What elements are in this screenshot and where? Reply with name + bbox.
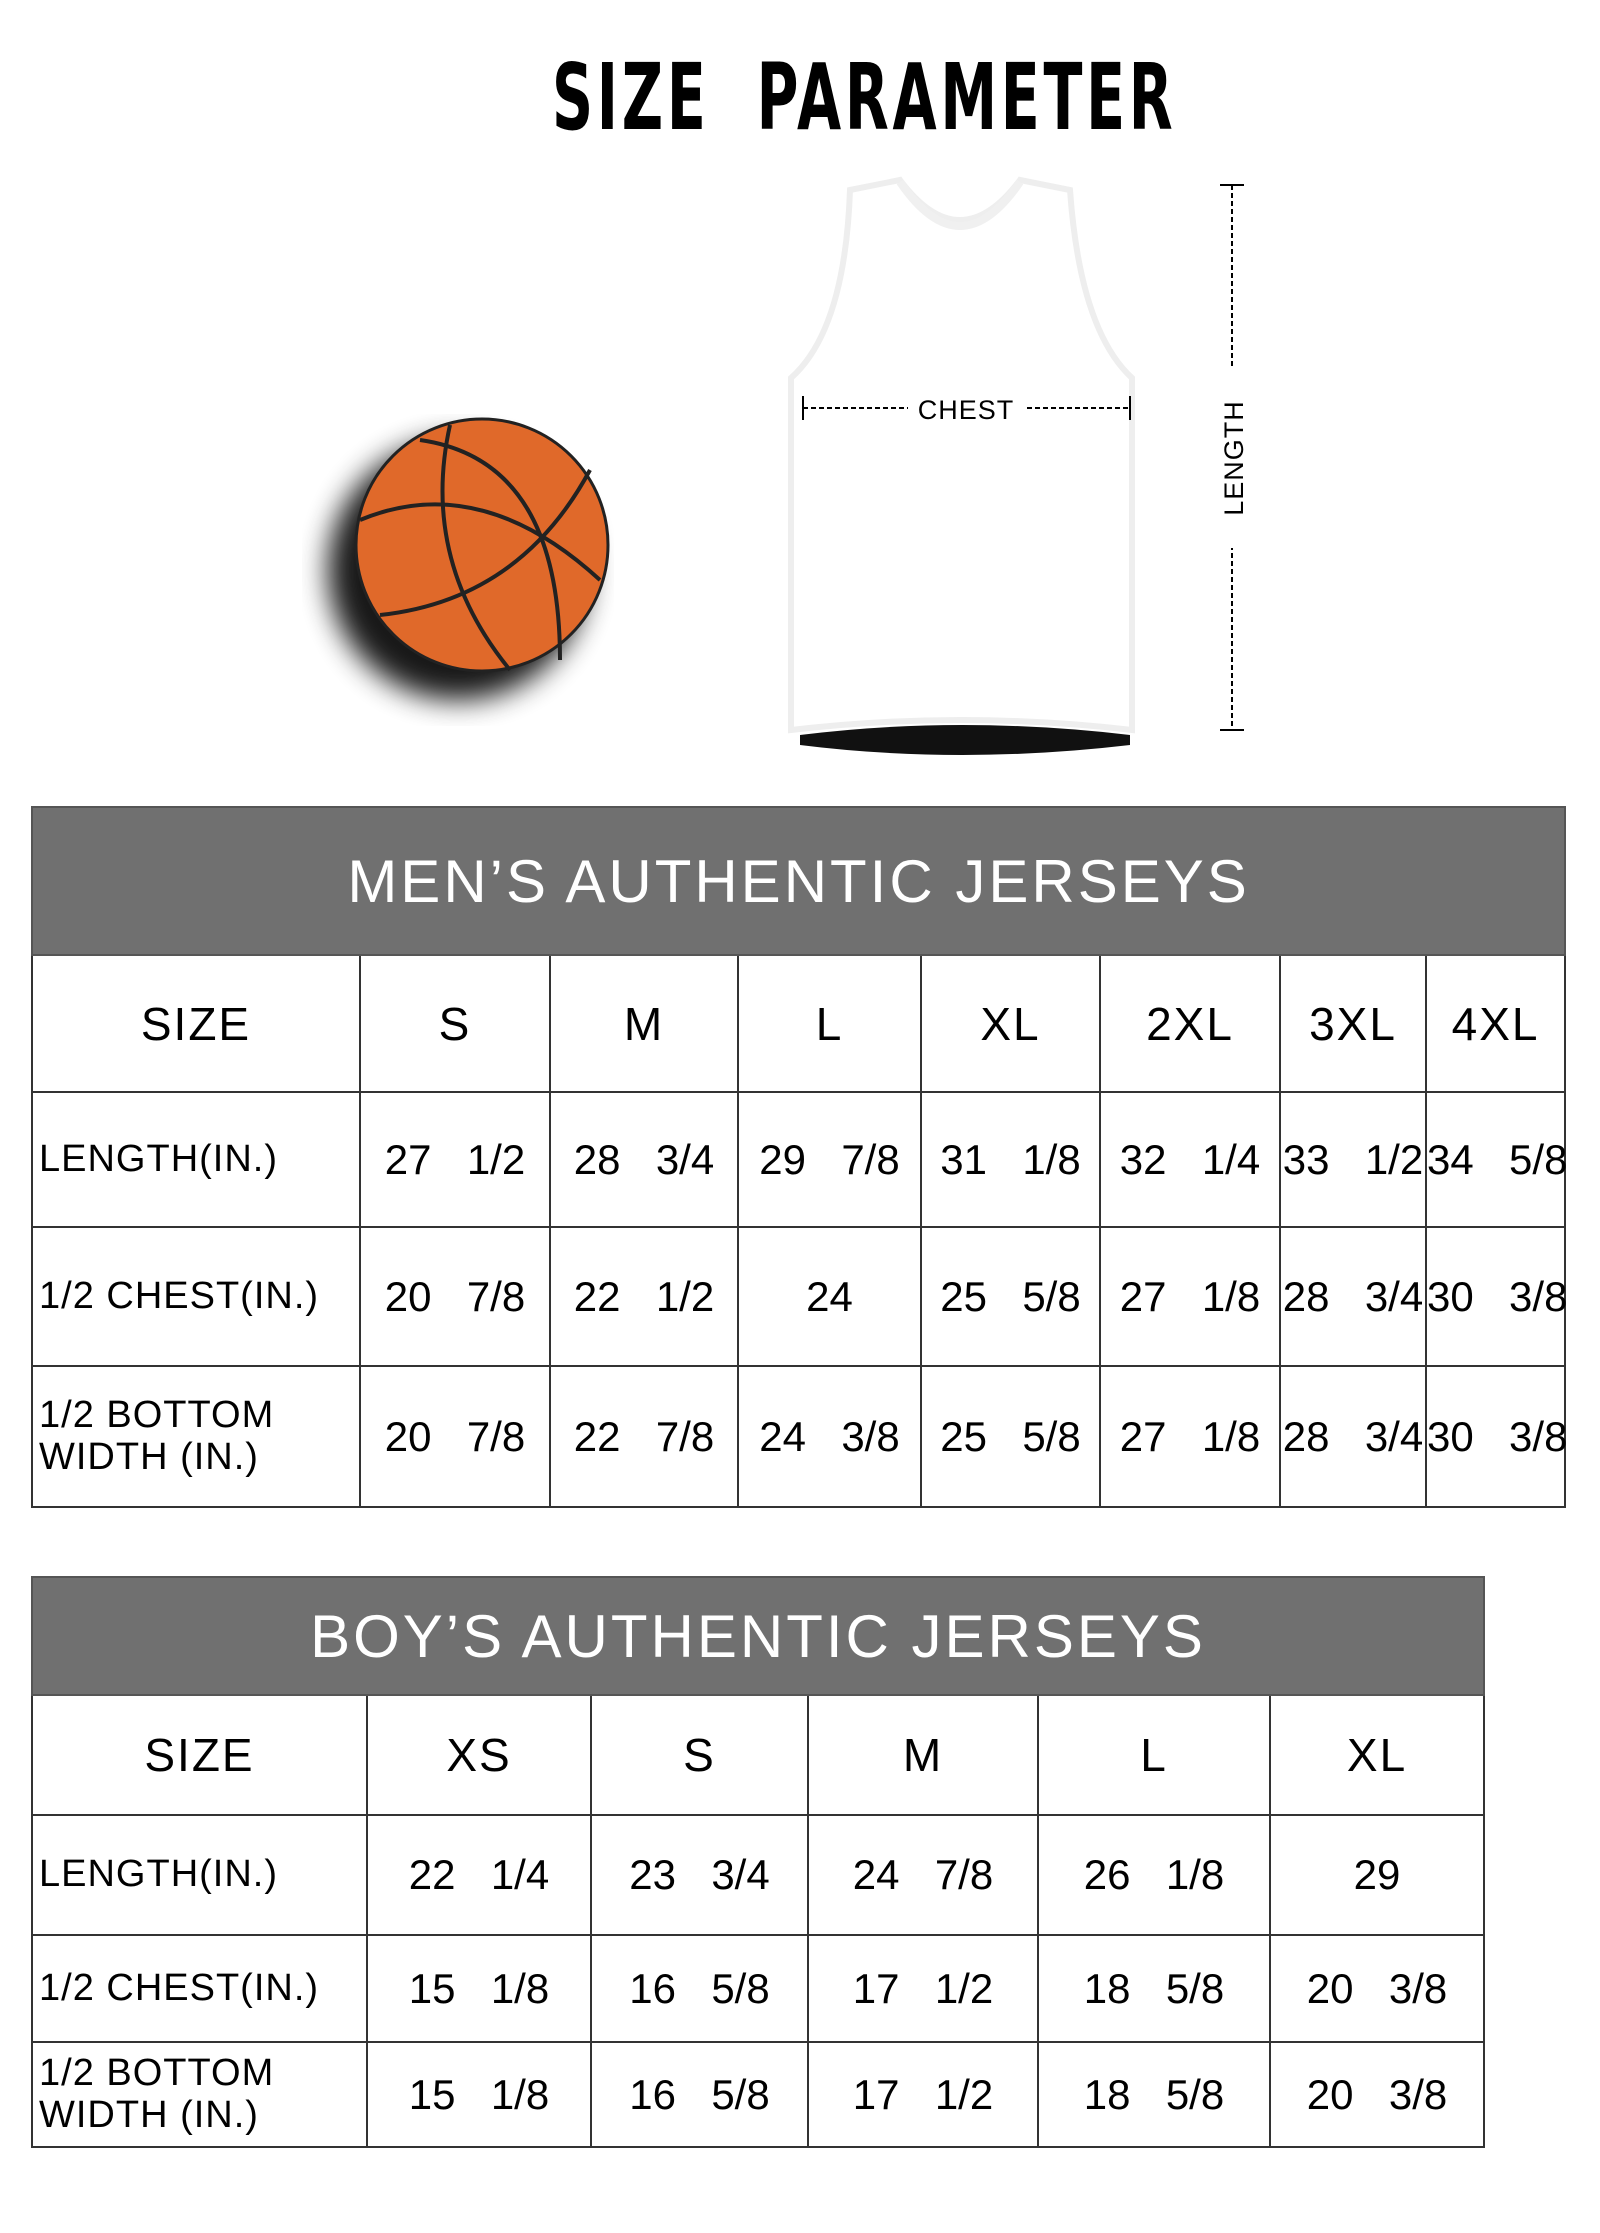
size-column-header: S bbox=[359, 954, 551, 1093]
measurement-cell: 20 3/8 bbox=[1268, 2041, 1486, 2148]
basketball-icon bbox=[328, 417, 610, 700]
jersey-icon bbox=[788, 176, 1135, 755]
measurement-cell: 22 1/2 bbox=[549, 1226, 739, 1367]
size-column-header: 2XL bbox=[1099, 954, 1281, 1093]
row-label: 1/2 BOTTOM WIDTH (IN.) bbox=[31, 2041, 368, 2148]
measurement-cell: 33 1/2 bbox=[1279, 1091, 1427, 1228]
measurement-cell: 18 5/8 bbox=[1037, 2041, 1271, 2148]
row-label: LENGTH(IN.) bbox=[31, 1091, 361, 1228]
chest-label: CHEST bbox=[918, 395, 1015, 425]
measurement-cell: 27 1/8 bbox=[1099, 1226, 1281, 1367]
mens-table-title: MEN’S AUTHENTIC JERSEYS bbox=[30, 806, 1567, 956]
jersey-diagram: CHEST LENGTH bbox=[328, 176, 1249, 755]
measurement-cell: 28 3/4 bbox=[1279, 1226, 1427, 1367]
measurement-cell: 24 3/8 bbox=[737, 1365, 922, 1508]
measurement-cell: 32 1/4 bbox=[1099, 1091, 1281, 1228]
measurement-cell: 27 1/8 bbox=[1099, 1365, 1281, 1508]
size-label: SIZE bbox=[31, 1694, 368, 1816]
measurement-cell: 31 1/8 bbox=[920, 1091, 1101, 1228]
row-label: 1/2 BOTTOM WIDTH (IN.) bbox=[31, 1365, 361, 1508]
chest-measure-line: CHEST bbox=[802, 390, 1131, 425]
measurement-cell: 20 7/8 bbox=[359, 1365, 551, 1508]
size-column-header: M bbox=[807, 1694, 1039, 1816]
table-row: 1/2 CHEST(IN.) 15 1/8 16 5/8 17 1/2 18 5/8 20… bbox=[31, 1934, 1486, 2043]
measurement-cell: 30 3/8 bbox=[1424, 1365, 1567, 1508]
measurement-cell: 28 3/4 bbox=[1279, 1365, 1427, 1508]
size-column-header: M bbox=[549, 954, 739, 1093]
measurement-cell: 27 1/2 bbox=[359, 1091, 551, 1228]
boys-size-table: BOY’S AUTHENTIC JERSEYS SIZE XS S M L XL LENGT… bbox=[30, 1576, 1486, 2148]
measurement-cell: 30 3/8 bbox=[1424, 1226, 1567, 1367]
size-column-header: 4XL bbox=[1424, 954, 1567, 1093]
boys-table-title: BOY’S AUTHENTIC JERSEYS bbox=[30, 1576, 1486, 1696]
measurement-cell: 15 1/8 bbox=[366, 1934, 592, 2043]
table-row: LENGTH(IN.) 27 1/2 28 3/4 29 7/8 31 1/8 32 1/… bbox=[31, 1091, 1567, 1228]
table-row: 1/2 BOTTOM WIDTH (IN.) 15 1/8 16 5/8 17 1/2… bbox=[31, 2041, 1486, 2148]
measurement-cell: 16 5/8 bbox=[590, 1934, 809, 2043]
measurement-cell: 28 3/4 bbox=[549, 1091, 739, 1228]
length-label: LENGTH bbox=[1219, 400, 1249, 516]
measurement-cell: 25 5/8 bbox=[920, 1226, 1101, 1367]
size-column-header: 3XL bbox=[1279, 954, 1427, 1093]
measurement-cell: 29 7/8 bbox=[737, 1091, 922, 1228]
size-header-row: SIZE XS S M L XL bbox=[31, 1694, 1486, 1816]
size-column-header: XL bbox=[1268, 1694, 1486, 1816]
size-label: SIZE bbox=[31, 954, 361, 1093]
measurement-cell: 26 1/8 bbox=[1037, 1814, 1271, 1936]
row-label: 1/2 CHEST(IN.) bbox=[31, 1934, 368, 2043]
size-column-header: XS bbox=[366, 1694, 592, 1816]
measurement-cell: 34 5/8 bbox=[1424, 1091, 1567, 1228]
measurement-cell: 17 1/2 bbox=[807, 2041, 1039, 2148]
measurement-cell: 17 1/2 bbox=[807, 1934, 1039, 2043]
measurement-cell: 29 bbox=[1268, 1814, 1486, 1936]
table-row: 1/2 BOTTOM WIDTH (IN.) 20 7/8 22 7/8 24 3/8… bbox=[31, 1365, 1567, 1508]
measurement-cell: 20 7/8 bbox=[359, 1226, 551, 1367]
measurement-cell: 15 1/8 bbox=[366, 2041, 592, 2148]
measurement-cell: 22 1/4 bbox=[366, 1814, 592, 1936]
mens-size-table: MEN’S AUTHENTIC JERSEYS SIZE S M L XL 2XL 3XL 4… bbox=[30, 806, 1567, 1508]
size-column-header: S bbox=[590, 1694, 809, 1816]
size-column-header: XL bbox=[920, 954, 1101, 1093]
measurement-cell: 18 5/8 bbox=[1037, 1934, 1271, 2043]
measurement-cell: 25 5/8 bbox=[920, 1365, 1101, 1508]
measurement-cell: 24 bbox=[737, 1226, 922, 1367]
row-label: 1/2 CHEST(IN.) bbox=[31, 1226, 361, 1367]
table-row: LENGTH(IN.) 22 1/4 23 3/4 24 7/8 26 1/8 29 bbox=[31, 1814, 1486, 1936]
size-header-row: SIZE S M L XL 2XL 3XL 4XL bbox=[31, 954, 1567, 1093]
length-measure-line: LENGTH bbox=[1215, 184, 1249, 731]
measurement-cell: 23 3/4 bbox=[590, 1814, 809, 1936]
measurement-cell: 24 7/8 bbox=[807, 1814, 1039, 1936]
table-row: 1/2 CHEST(IN.) 20 7/8 22 1/2 24 25 5/8 27 1/8… bbox=[31, 1226, 1567, 1367]
measurement-cell: 20 3/8 bbox=[1268, 1934, 1486, 2043]
measurement-cell: 22 7/8 bbox=[549, 1365, 739, 1508]
size-column-header: L bbox=[737, 954, 922, 1093]
row-label: LENGTH(IN.) bbox=[31, 1814, 368, 1936]
size-column-header: L bbox=[1037, 1694, 1271, 1816]
measurement-cell: 16 5/8 bbox=[590, 2041, 809, 2148]
